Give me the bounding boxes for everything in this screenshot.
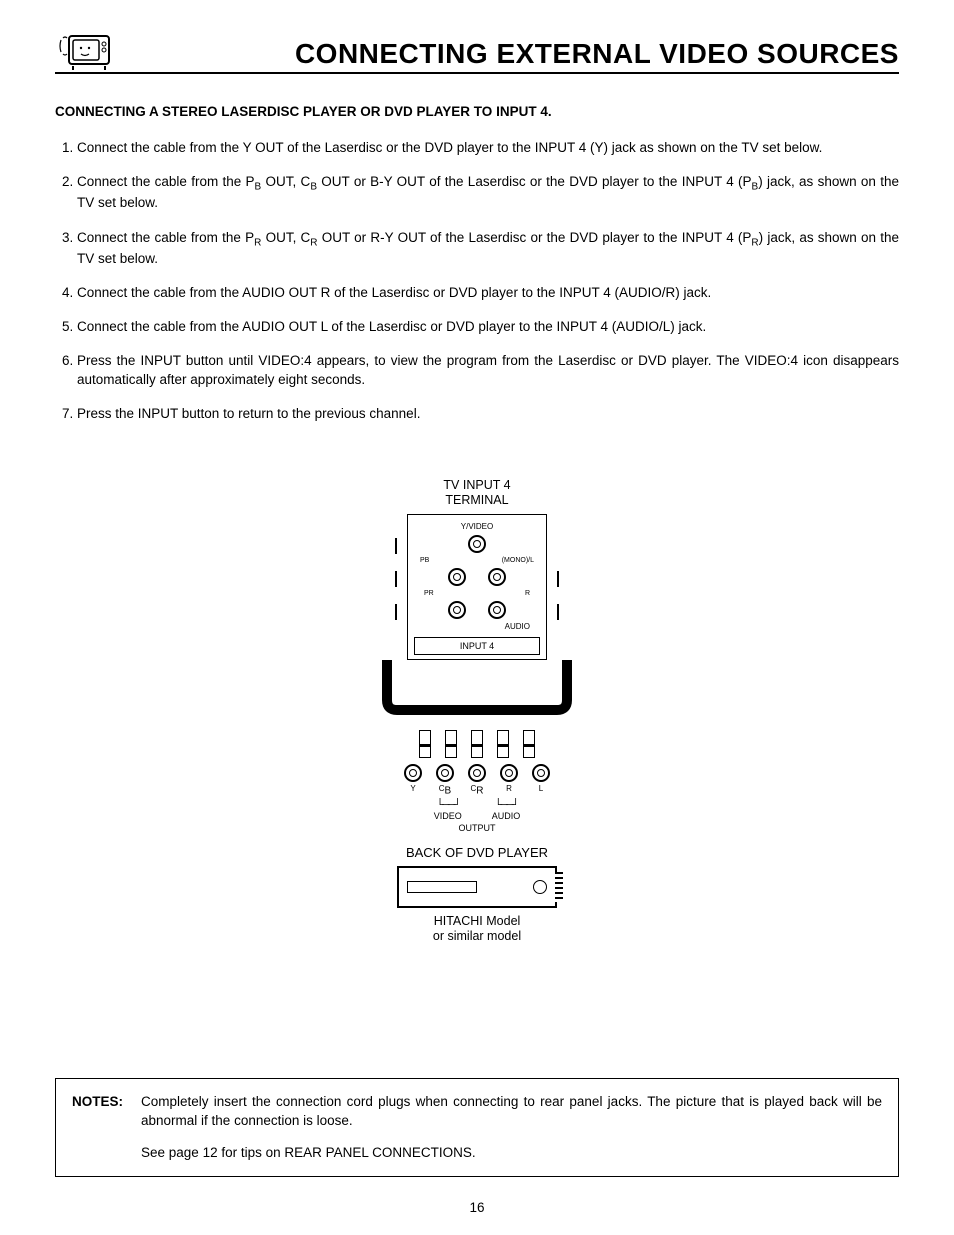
jack-label: Y/VIDEO <box>414 523 540 531</box>
bracket-icon: └──┘ <box>494 799 517 811</box>
dvd-output-jacks: Y CB CR R L <box>404 764 550 797</box>
cable-plug-icon <box>544 605 572 615</box>
output-jack: R <box>500 764 518 797</box>
jack-label: PR <box>424 590 434 597</box>
output-jack: L <box>532 764 550 797</box>
rca-jack-icon <box>436 764 454 782</box>
tv-terminal-box: Y/VIDEO PB (MONO)/L PR R <box>407 514 547 660</box>
step-item: Connect the cable from the PB OUT, CB OU… <box>77 173 899 212</box>
step-text: Press the INPUT button until VIDEO:4 app… <box>77 353 899 386</box>
cable-plug-icon <box>382 539 410 549</box>
dvd-tray-icon <box>407 881 477 893</box>
connection-diagram: TV INPUT 4 TERMINAL Y/VIDEO PB (MONO)/L … <box>55 478 899 944</box>
output-jack: CB <box>436 764 454 797</box>
dvd-knob-icon <box>533 880 547 894</box>
back-of-dvd-label: BACK OF DVD PLAYER <box>406 845 548 860</box>
notes-box: NOTES: Completely insert the connection … <box>55 1078 899 1177</box>
cable-plug-icon <box>544 572 572 582</box>
jack-label: PB <box>420 557 429 564</box>
page-title: CONNECTING EXTERNAL VIDEO SOURCES <box>295 38 899 70</box>
notes-body: Completely insert the connection cord pl… <box>141 1093 882 1162</box>
cable-plug-icon <box>419 730 431 758</box>
steps-list: Connect the cable from the Y OUT of the … <box>55 139 899 423</box>
jack-label: R <box>525 590 530 597</box>
cable-plug-icon <box>523 730 535 758</box>
bracket-labels: └──┘ VIDEO └──┘ AUDIO <box>434 799 521 821</box>
cable-plug-icon <box>497 730 509 758</box>
rca-jack-icon <box>488 601 506 619</box>
step-item: Connect the cable from the Y OUT of the … <box>77 139 899 157</box>
cable-bundle-icon <box>367 660 587 720</box>
step-text: Connect the cable from the PB OUT, CB OU… <box>77 174 899 210</box>
input4-label: INPUT 4 <box>414 637 540 655</box>
step-item: Press the INPUT button to return to the … <box>77 405 899 423</box>
cable-plug-icon <box>382 572 410 582</box>
step-text: Press the INPUT button to return to the … <box>77 406 420 421</box>
terminal-with-cables: Y/VIDEO PB (MONO)/L PR R <box>407 514 547 660</box>
step-item: Press the INPUT button until VIDEO:4 app… <box>77 352 899 388</box>
step-text: Connect the cable from the PR OUT, CR OU… <box>77 230 899 266</box>
page-header: CONNECTING EXTERNAL VIDEO SOURCES <box>55 30 899 74</box>
rca-jack-icon <box>404 764 422 782</box>
step-item: Connect the cable from the PR OUT, CR OU… <box>77 229 899 268</box>
step-item: Connect the cable from the AUDIO OUT R o… <box>77 284 899 302</box>
cable-plug-icon <box>471 730 483 758</box>
rca-jack-icon <box>448 568 466 586</box>
step-text: Connect the cable from the AUDIO OUT R o… <box>77 285 711 300</box>
rca-jack-icon <box>500 764 518 782</box>
plug-row <box>419 730 535 758</box>
output-label: OUTPUT <box>459 823 496 833</box>
dvd-player-icon <box>397 866 557 908</box>
bracket-text: VIDEO <box>434 811 462 821</box>
page-number: 16 <box>0 1200 954 1215</box>
cable-plug-icon <box>382 605 410 615</box>
notes-label: NOTES: <box>72 1093 123 1162</box>
section-heading: CONNECTING A STEREO LASERDISC PLAYER OR … <box>55 104 899 119</box>
model-label: HITACHI Model or similar model <box>433 914 521 944</box>
output-jack: Y <box>404 764 422 797</box>
notes-paragraph: Completely insert the connection cord pl… <box>141 1093 882 1129</box>
output-jack: CR <box>468 764 486 797</box>
rca-jack-icon <box>532 764 550 782</box>
rca-jack-icon <box>468 764 486 782</box>
cable-plug-icon <box>445 730 457 758</box>
notes-paragraph: See page 12 for tips on REAR PANEL CONNE… <box>141 1144 882 1162</box>
jack-label: AUDIO <box>414 623 540 631</box>
step-text: Connect the cable from the AUDIO OUT L o… <box>77 319 706 334</box>
diagram-top-label: TV INPUT 4 TERMINAL <box>443 478 510 508</box>
step-item: Connect the cable from the AUDIO OUT L o… <box>77 318 899 336</box>
jack-label: (MONO)/L <box>502 557 534 564</box>
rca-jack-icon <box>488 568 506 586</box>
tv-mascot-icon <box>55 30 115 70</box>
bracket-text: AUDIO <box>492 811 521 821</box>
rca-jack-icon <box>468 535 486 553</box>
step-text: Connect the cable from the Y OUT of the … <box>77 140 822 155</box>
bracket-icon: └──┘ <box>436 799 459 811</box>
rca-jack-icon <box>448 601 466 619</box>
